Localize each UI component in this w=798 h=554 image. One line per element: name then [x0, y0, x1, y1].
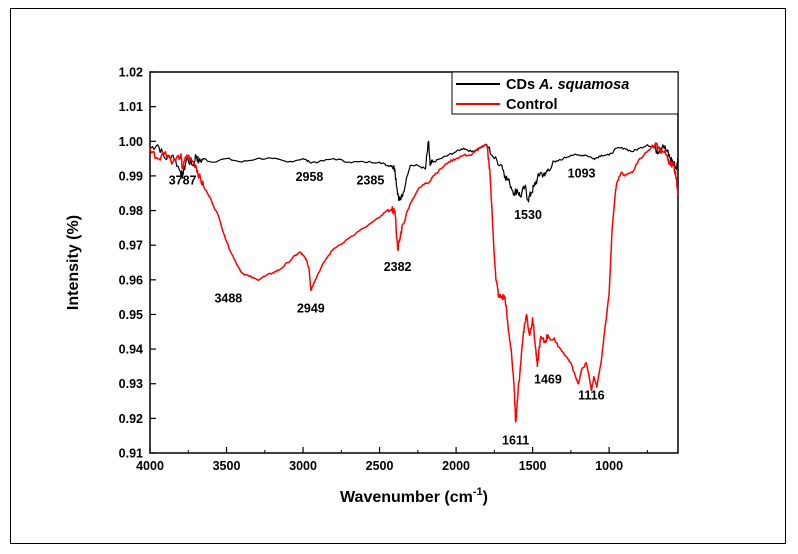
peak-label: 2382 — [384, 260, 412, 274]
y-tick-label: 0.96 — [119, 273, 143, 287]
series-line-control — [149, 142, 679, 423]
peak-label: 3787 — [169, 174, 197, 188]
peak-label: 1530 — [514, 208, 542, 222]
peak-label: 1093 — [568, 167, 596, 181]
series-line-cds — [149, 140, 679, 203]
x-tick-label: 4000 — [136, 459, 164, 473]
series-layer — [149, 140, 679, 423]
figure-frame — [10, 8, 786, 544]
x-tick-label: 3000 — [289, 459, 317, 473]
legend-label-cds-plain: CDs — [506, 77, 539, 93]
x-axis-title-close: ) — [483, 489, 488, 506]
x-tick-label: 1500 — [519, 459, 547, 473]
x-axis-title-sup: -1 — [473, 486, 483, 498]
x-tick-label: 2500 — [366, 459, 394, 473]
annotations: 3787 2958 2385 1530 1093 3488 2949 2382 1611 1469… — [169, 167, 605, 448]
peak-label: 1116 — [578, 388, 604, 402]
y-tick-label: 1.00 — [119, 135, 143, 149]
y-tick-label: 0.91 — [119, 447, 143, 461]
peak-label: 2385 — [356, 174, 384, 188]
x-axis-title-main: Wavenumber (cm — [340, 489, 473, 506]
x-tick-label: 3500 — [213, 459, 241, 473]
peak-label: 3488 — [214, 291, 242, 305]
y-tick-label: 0.95 — [119, 308, 143, 322]
y-tick-label: 0.99 — [119, 169, 143, 183]
x-tick-label: 2000 — [442, 459, 470, 473]
y-tick-label: 0.98 — [119, 204, 143, 218]
y-tick-label: 1.01 — [119, 100, 143, 114]
y-tick-label: 0.94 — [119, 343, 143, 357]
legend-label-cds: CDs A. squamosa — [506, 77, 629, 93]
legend-label-control: Control — [506, 97, 558, 113]
peak-label: 1611 — [502, 433, 529, 447]
plot-area — [149, 71, 679, 454]
legend: CDs A. squamosa Control — [451, 71, 679, 115]
peak-label: 1469 — [534, 373, 562, 387]
y-axis: 0.91 0.92 0.93 0.94 0.95 0.96 0.97 0.98 0.99 1.00… — [119, 66, 156, 461]
y-tick-label: 0.93 — [119, 377, 143, 391]
peak-label: 2949 — [297, 302, 325, 316]
y-axis-title: Intensity (%) — [65, 215, 82, 310]
legend-box — [451, 71, 679, 115]
y-tick-label: 0.92 — [119, 412, 143, 426]
legend-label-control-plain: Control — [506, 97, 558, 113]
x-axis: 4000 3500 3000 2500 2000 1500 1000 — [136, 447, 648, 473]
x-tick-label: 1000 — [595, 459, 623, 473]
x-axis-title: Wavenumber (cm-1) — [340, 486, 488, 506]
y-tick-label: 1.02 — [119, 66, 143, 80]
peak-label: 2958 — [296, 170, 324, 184]
y-tick-label: 0.97 — [119, 239, 143, 253]
legend-label-cds-italic: A. squamosa — [538, 77, 629, 93]
